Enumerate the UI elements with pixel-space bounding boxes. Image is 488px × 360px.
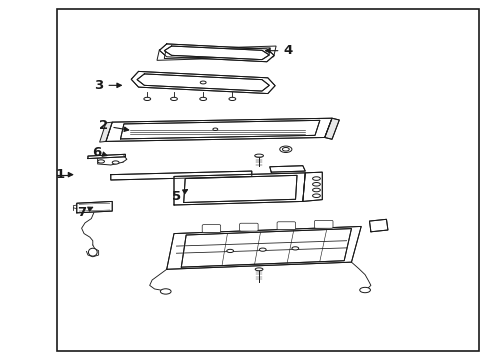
- Polygon shape: [106, 118, 331, 141]
- Polygon shape: [183, 175, 296, 203]
- Text: 4: 4: [265, 44, 292, 57]
- Polygon shape: [324, 118, 339, 139]
- FancyBboxPatch shape: [277, 222, 295, 230]
- Ellipse shape: [255, 268, 263, 271]
- Ellipse shape: [226, 249, 233, 253]
- Polygon shape: [159, 44, 274, 62]
- Ellipse shape: [259, 248, 265, 251]
- Text: 6: 6: [92, 146, 107, 159]
- Ellipse shape: [98, 160, 104, 163]
- Polygon shape: [100, 122, 112, 142]
- Polygon shape: [77, 202, 112, 213]
- Polygon shape: [111, 171, 251, 180]
- FancyBboxPatch shape: [202, 225, 220, 233]
- Polygon shape: [302, 172, 322, 202]
- Ellipse shape: [170, 97, 177, 100]
- Ellipse shape: [291, 247, 298, 250]
- Polygon shape: [137, 74, 269, 91]
- Ellipse shape: [200, 97, 206, 100]
- Polygon shape: [181, 229, 351, 267]
- Polygon shape: [131, 71, 275, 94]
- Ellipse shape: [254, 154, 263, 157]
- Ellipse shape: [312, 177, 320, 180]
- Bar: [57, 9, 478, 351]
- Polygon shape: [269, 166, 305, 172]
- Ellipse shape: [228, 97, 235, 100]
- Text: 1: 1: [55, 168, 73, 181]
- Polygon shape: [166, 226, 361, 269]
- Ellipse shape: [212, 128, 217, 131]
- Ellipse shape: [112, 161, 119, 164]
- Ellipse shape: [279, 146, 291, 153]
- Text: 2: 2: [99, 119, 128, 132]
- Text: 5: 5: [172, 190, 187, 203]
- Ellipse shape: [143, 97, 150, 100]
- Ellipse shape: [312, 183, 320, 186]
- Polygon shape: [174, 173, 305, 205]
- Ellipse shape: [359, 287, 370, 293]
- Polygon shape: [164, 46, 269, 60]
- Ellipse shape: [312, 188, 320, 192]
- Polygon shape: [164, 48, 270, 59]
- FancyBboxPatch shape: [239, 223, 258, 231]
- FancyBboxPatch shape: [314, 220, 332, 228]
- Ellipse shape: [282, 148, 288, 151]
- Ellipse shape: [312, 194, 320, 198]
- Text: 7: 7: [77, 206, 92, 219]
- Text: 3: 3: [94, 79, 121, 92]
- Ellipse shape: [88, 248, 97, 256]
- Polygon shape: [88, 154, 125, 158]
- Polygon shape: [120, 120, 319, 139]
- Polygon shape: [369, 219, 387, 232]
- Polygon shape: [157, 46, 276, 60]
- Ellipse shape: [160, 289, 171, 294]
- Ellipse shape: [200, 81, 205, 84]
